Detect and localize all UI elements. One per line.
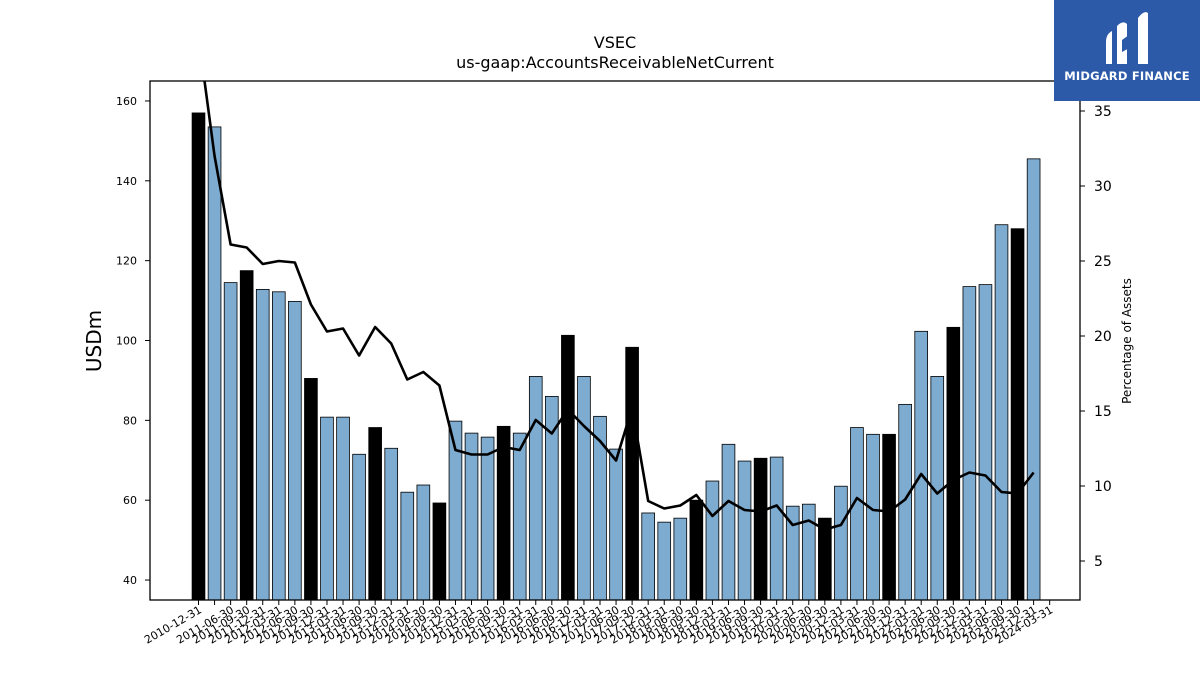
y-tick-label: 60 [123,494,137,507]
bar [352,453,366,601]
bar [577,376,591,601]
bar [304,378,318,601]
percentage-line [203,81,1035,531]
bar [657,521,672,601]
y2-tick-label: 10 [1094,479,1112,495]
bar [834,485,848,601]
bar [496,425,511,601]
bar [336,416,350,601]
bar [962,286,977,601]
bar [705,480,720,601]
bar [866,433,880,601]
bar [625,346,639,601]
bar [288,300,302,601]
chart-title: VSEC [594,33,636,52]
bar [753,457,768,601]
right-y-axis: 5 10 15 20 25 30 35 [1080,104,1112,570]
bar [271,291,286,601]
y-tick-label: 40 [123,574,137,587]
x-axis: 2010-12-312011-06-302011-09-302011-12-31… [142,600,1055,647]
y2-tick-label: 20 [1094,329,1112,345]
bar [320,416,334,601]
bar [255,288,270,601]
bar [464,432,479,601]
y-tick-label: 100 [116,335,137,348]
left-y-axis: 40 60 80 100 120 140 160 [116,95,150,587]
bar [978,284,993,601]
y2-tick-label: 25 [1094,254,1112,270]
bar [191,112,206,601]
bar [561,334,575,601]
bar-group [191,112,1041,601]
bar [223,282,238,601]
bar [368,427,382,601]
y2-tick-label: 5 [1094,554,1103,570]
y-tick-label: 80 [123,414,137,427]
bar [801,503,816,601]
chart-subtitle: us-gaap:AccountsReceivableNetCurrent [456,53,774,72]
bar [512,432,527,601]
bar [994,224,1009,601]
bar [689,499,704,601]
bar [416,484,431,601]
percentage-line-group [203,81,1035,531]
y2-tick-label: 30 [1094,179,1112,195]
bar [609,448,623,601]
logo-text: MIDGARD FINANCE [1064,69,1190,83]
y-axis-label: USDm [82,310,106,372]
bar [239,270,254,601]
y2-axis-label: Percentage of Assets [1120,278,1134,404]
bar [1026,158,1041,601]
bar [946,326,961,601]
bar [882,433,896,601]
bar [384,447,399,601]
y2-tick-label: 35 [1094,104,1112,120]
brand-logo: MIDGARD FINANCE [1054,0,1200,101]
bar [914,330,928,601]
bar [1010,228,1025,601]
bar [850,427,864,601]
bar [207,126,222,601]
y-tick-label: 160 [116,95,137,108]
y-tick-label: 140 [116,175,137,188]
bar [673,517,688,601]
bar [400,491,415,601]
y2-tick-label: 15 [1094,404,1112,420]
bar [528,376,543,601]
bar [737,460,752,601]
midgard-m-logo-icon [1106,12,1148,65]
bar [593,415,607,601]
y-tick-label: 120 [116,255,137,268]
bar [432,502,447,601]
bar [721,443,736,601]
bar [769,456,784,601]
bar [641,512,655,601]
bar [480,436,495,601]
